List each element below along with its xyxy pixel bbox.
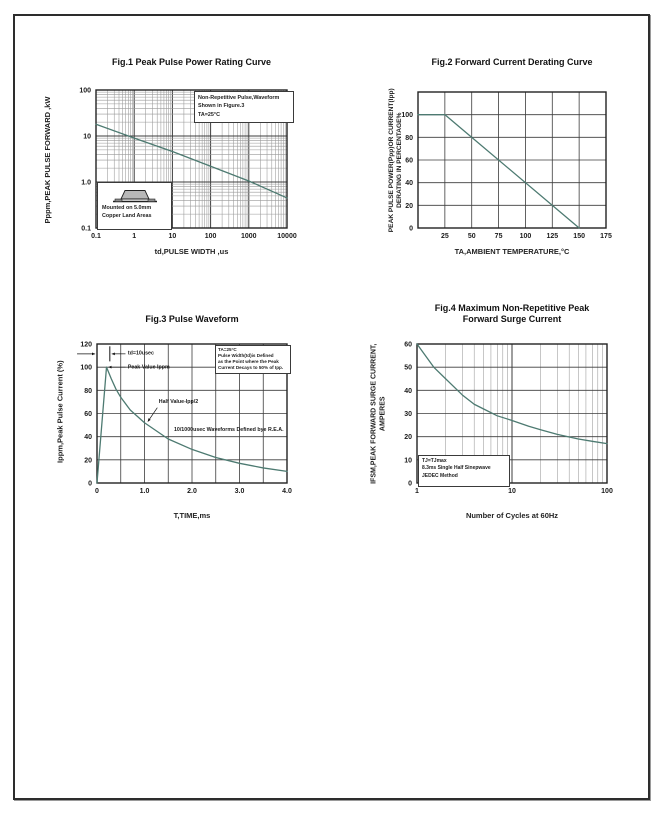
svg-text:td=10usec: td=10usec	[128, 350, 154, 356]
svg-text:100: 100	[79, 88, 91, 95]
svg-text:10: 10	[508, 488, 516, 495]
fig3-note-line: Pulse Width(td)is Defined	[218, 352, 274, 358]
svg-text:100: 100	[205, 233, 217, 240]
svg-text:40: 40	[405, 180, 413, 187]
svg-text:40: 40	[404, 388, 412, 395]
fig3-y-axis-label: Ippm,Peak Pulse Current (%)	[55, 360, 65, 463]
svg-text:100: 100	[520, 233, 532, 240]
fig1-note-line: Shown in Figure.3	[198, 103, 245, 110]
fig3-plot: 0 1.0 2.0 3.0 4.0 0 20 40 60 80 100 120 td=10usec Pea…	[77, 342, 292, 495]
fig3-note-line: TA=25°C	[218, 347, 237, 352]
svg-text:60: 60	[84, 411, 92, 418]
fig2-plot: 25 50 75 100 125 150 175 0 20 40 60 80 100	[401, 91, 612, 240]
fig1-inset-line: Mounted on 5.0mm	[102, 205, 152, 211]
fig3-definition-note: TA=25°C Pulse Width(td)is Defined as the…	[215, 345, 291, 374]
fig1-mounting-inset: Mounted on 5.0mm Copper Land Areas	[97, 182, 172, 230]
fig1-inset-line: Copper Land Areas	[102, 212, 152, 219]
fig4-y-label-line: IFSM,PEAK FORWARD SURGE CURRENT,	[370, 343, 378, 484]
svg-text:10: 10	[169, 233, 177, 240]
fig4-plot: 1 10 100 0 10 20 30 40 50 60	[404, 342, 613, 496]
svg-text:0.1: 0.1	[91, 233, 101, 240]
fig1-y-axis-label: Pppm,PEAK PULSE FORWARD ,kW	[43, 96, 52, 224]
svg-text:4.0: 4.0	[282, 488, 292, 495]
package-outline-icon	[112, 190, 157, 203]
svg-text:30: 30	[404, 411, 412, 418]
svg-text:1.0: 1.0	[81, 180, 91, 187]
svg-text:20: 20	[84, 457, 92, 464]
svg-text:1: 1	[132, 233, 136, 240]
svg-text:20: 20	[404, 434, 412, 441]
svg-text:0: 0	[408, 481, 412, 488]
svg-text:20: 20	[405, 203, 413, 210]
fig3-note-line: Current Decays to 50% of Ipp.	[218, 364, 284, 370]
fig4-title-line: Fig.4 Maximum Non-Repetitive Peak	[434, 303, 590, 313]
svg-text:50: 50	[404, 365, 412, 372]
svg-text:100: 100	[601, 488, 613, 495]
fig2-x-axis-label: TA,AMBIENT TEMPERATURE,°C	[454, 247, 570, 256]
fig1-condition-note: Non-Repetitive Pulse,Waveform Shown in F…	[194, 91, 294, 123]
svg-text:1000: 1000	[241, 233, 257, 240]
svg-text:0.1: 0.1	[81, 226, 91, 233]
svg-text:2.0: 2.0	[187, 488, 197, 495]
svg-text:120: 120	[80, 342, 92, 349]
fig4-x-axis-label: Number of Cycles at 60Hz	[465, 511, 559, 520]
svg-text:100: 100	[80, 365, 92, 372]
fig2-title: Fig.2 Forward Current Derating Curve	[431, 57, 593, 67]
fig4-condition-note: TJ=TJmax 8.3ms Single Half Sinepwave JED…	[418, 455, 510, 487]
fig4-y-label-line: AMPERES	[379, 396, 386, 432]
svg-text:60: 60	[405, 158, 413, 165]
fig3-note-line: as the Point where the Peak	[218, 358, 279, 364]
fig3-title: Fig.3 Pulse Waveform	[145, 314, 239, 324]
svg-text:Peak Value Ippm: Peak Value Ippm	[128, 364, 170, 370]
fig1-title: Fig.1 Peak Pulse Power Rating Curve	[111, 57, 272, 67]
fig4-title-line: Forward Surge Current	[462, 313, 562, 324]
svg-text:50: 50	[468, 233, 476, 240]
svg-text:10000: 10000	[277, 233, 297, 240]
svg-text:75: 75	[495, 233, 503, 240]
svg-text:60: 60	[404, 342, 412, 349]
svg-text:0: 0	[95, 488, 99, 495]
fig2-y-axis-label: PEAK PULSE POWER(Ppp)OR CURRENT(Ipp) DER…	[388, 75, 404, 245]
svg-text:0: 0	[409, 226, 413, 233]
svg-text:175: 175	[600, 233, 612, 240]
svg-text:125: 125	[546, 233, 558, 240]
fig4-y-axis-label: IFSM,PEAK FORWARD SURGE CURRENT, AMPERES	[370, 329, 388, 499]
svg-text:80: 80	[405, 135, 413, 142]
svg-text:1: 1	[415, 488, 419, 495]
svg-text:1.0: 1.0	[140, 488, 150, 495]
fig4-note-line: 8.3ms Single Half Sinepwave	[422, 465, 491, 472]
fig2-y-label-line: PEAK PULSE POWER(Ppp)OR CURRENT(Ipp)	[387, 88, 395, 233]
svg-text:150: 150	[573, 233, 585, 240]
svg-text:3.0: 3.0	[235, 488, 245, 495]
fig1-x-axis-label: td,PULSE WIDTH ,us	[154, 247, 229, 256]
svg-text:10: 10	[83, 134, 91, 141]
svg-text:100: 100	[401, 112, 413, 119]
svg-text:0: 0	[88, 481, 92, 488]
fig4-title: Fig.4 Maximum Non-Repetitive Peak Forwar…	[400, 303, 624, 325]
svg-text:40: 40	[84, 434, 92, 441]
svg-text:80: 80	[84, 388, 92, 395]
fig4-note-line: TJ=TJmax	[422, 458, 447, 464]
svg-text:25: 25	[441, 233, 449, 240]
fig3-x-axis-label: T,TIME,ms	[173, 511, 211, 520]
fig1-note-line: Non-Repetitive Pulse,Waveform	[198, 95, 280, 101]
svg-text:10/1000usec Waveforms Defined: 10/1000usec Waveforms Defined bye R.E.A.	[174, 427, 284, 433]
fig1-note-line: TA=25°C	[198, 111, 220, 118]
svg-text:Half Value-Ipp/2: Half Value-Ipp/2	[159, 399, 198, 405]
fig4-note-line: JEDEC Method	[422, 472, 458, 479]
svg-text:10: 10	[404, 457, 412, 464]
fig2-y-label-line: DERATING IN PERCENTAGE%	[396, 112, 403, 208]
